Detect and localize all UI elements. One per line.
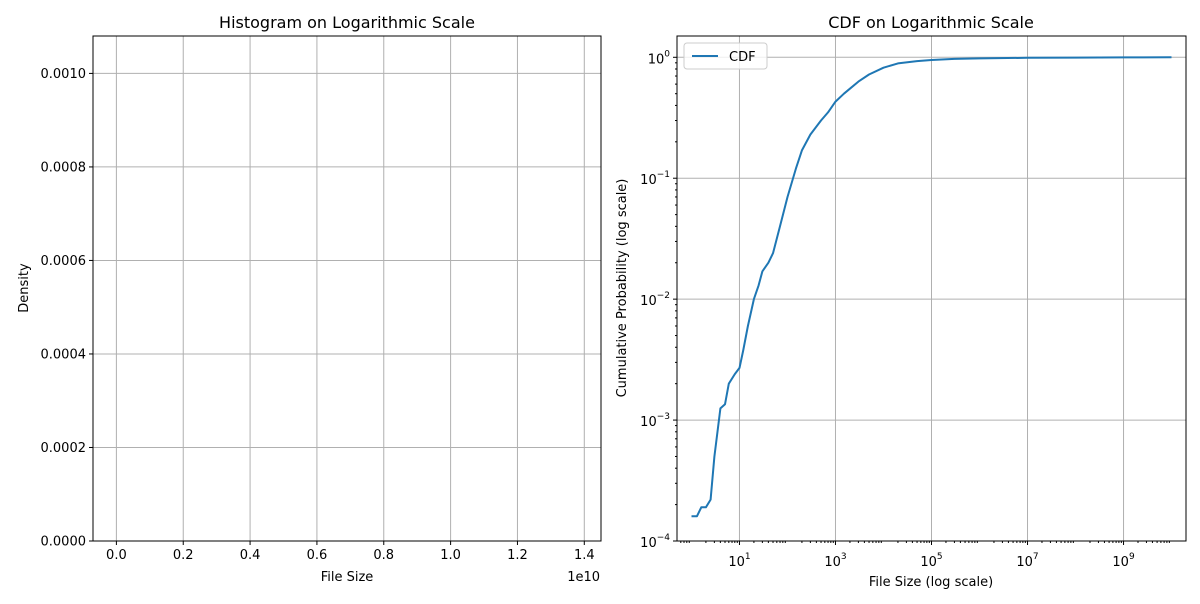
histogram-y-tick-label: 0.0002 <box>41 441 87 456</box>
cdf-y-tick-label: 10−4 <box>640 533 670 551</box>
cdf-legend-box <box>683 42 768 70</box>
histogram-plot-frame <box>92 35 602 542</box>
cdf-x-tick-label: 105 <box>920 552 942 570</box>
histogram-y-tick-label: 0.0000 <box>41 535 87 550</box>
histogram-grid <box>93 36 601 542</box>
histogram-x-tick-label: 0.6 <box>307 548 328 563</box>
cdf-x-tick-label: 107 <box>1016 552 1038 570</box>
cdf-y-tick-label: 10−2 <box>640 291 670 309</box>
histogram-x-tick-label: 0.2 <box>173 548 194 563</box>
histogram-x-tick-label: 0.0 <box>106 548 127 563</box>
histogram-x-tick-label: 1.0 <box>440 548 461 563</box>
cdf-y-axis-label: Cumulative Probability (log scale) <box>615 179 630 398</box>
cdf-x-tick-label: 101 <box>728 552 750 570</box>
histogram-x-tick-label: 0.8 <box>373 548 394 563</box>
cdf-x-tick-label: 103 <box>824 552 846 570</box>
histogram-y-tick-label: 0.0004 <box>41 347 87 362</box>
cdf-y-tick-label: 10−3 <box>640 412 670 430</box>
histogram-x-offset-label: 1e10 <box>567 570 600 585</box>
histogram-x-tick-label: 0.4 <box>240 548 261 563</box>
cdf-x-tick-label: 109 <box>1112 552 1135 570</box>
histogram-y-tick-label: 0.0010 <box>41 67 87 82</box>
histogram-ticks: 0.0 0.2 0.4 0.6 0.8 1.0 1.2 1.4 0.0000 0.0002 0.00… <box>41 67 595 563</box>
histogram-x-tick-label: 1.2 <box>507 548 528 563</box>
cdf-series-group <box>691 56 1172 518</box>
cdf-legend-label: CDF <box>729 50 756 65</box>
histogram-y-tick-label: 0.0008 <box>41 160 87 175</box>
cdf-legend: CDF <box>683 42 768 70</box>
cdf-ticks: 101 103 105 107 109 10−4 10−3 10−2 10−1 100 <box>640 49 1170 570</box>
cdf-title: CDF on Logarithmic Scale <box>828 13 1034 32</box>
cdf-series-line <box>691 56 1172 518</box>
cdf-grid <box>677 36 1186 542</box>
histogram-panel: 0.0 0.2 0.4 0.6 0.8 1.0 1.2 1.4 0.0000 0.0002 0.00… <box>17 13 602 585</box>
histogram-x-axis-label: File Size <box>321 570 374 585</box>
histogram-x-tick-label: 1.4 <box>574 548 595 563</box>
cdf-y-tick-label: 10−1 <box>640 170 670 188</box>
histogram-y-tick-label: 0.0006 <box>41 254 87 269</box>
histogram-title: Histogram on Logarithmic Scale <box>219 13 475 32</box>
cdf-x-axis-label: File Size (log scale) <box>869 575 993 590</box>
histogram-y-axis-label: Density <box>17 263 32 313</box>
cdf-panel: 101 103 105 107 109 10−4 10−3 10−2 10−1 100 CDF o… <box>615 13 1187 590</box>
cdf-y-tick-label: 100 <box>648 49 671 67</box>
